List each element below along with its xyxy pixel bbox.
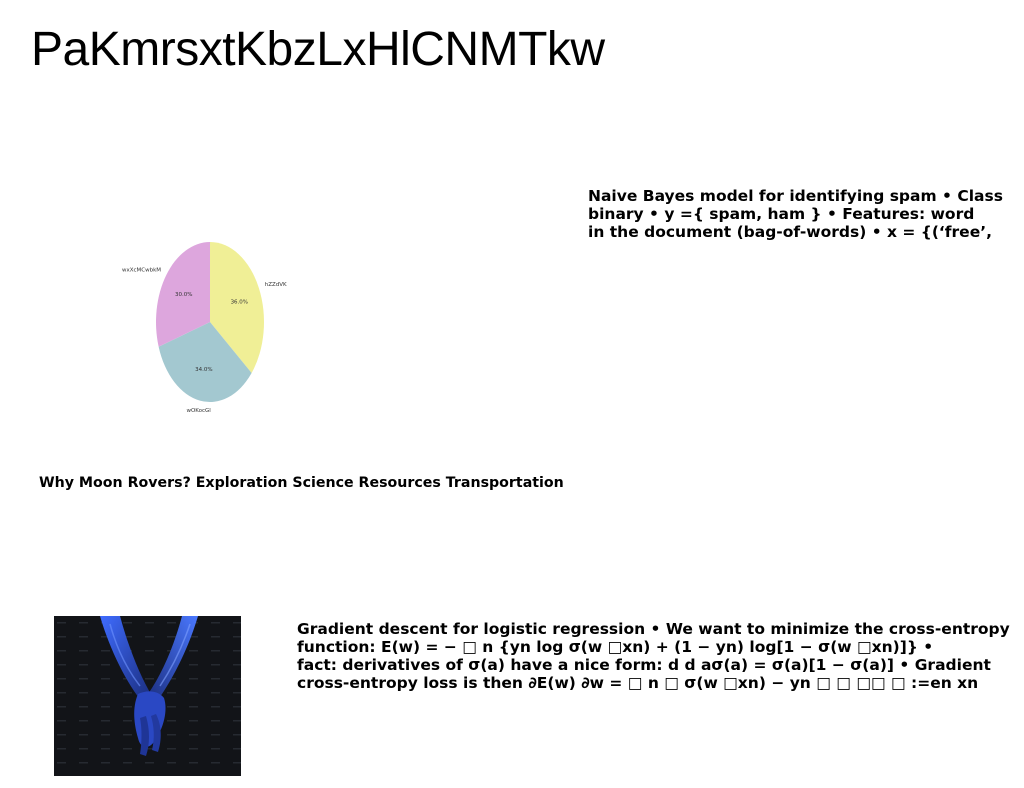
- page-title: PaKmrsxtKbzLxHlCNMTkw: [31, 23, 605, 76]
- pie-slice-hZZdVK: [210, 242, 264, 373]
- gradient-line: Gradient descent for logistic regression…: [297, 620, 1010, 638]
- pie-slice-wOKocGl: [158, 322, 252, 402]
- naive-bayes-line: Naive Bayes model for identifying spam •…: [588, 187, 1003, 205]
- pie-pct-label: 30.0%: [175, 292, 192, 298]
- gradient-line: fact: derivatives of σ(a) have a nice fo…: [297, 656, 991, 674]
- naive-bayes-line: binary • y ={ spam, ham } • Features: wo…: [588, 205, 975, 223]
- gradient-line: function: E(w) = − □ n {yn log σ(w □xn) …: [297, 638, 934, 656]
- gradient-descent-text: Gradient descent for logistic regression…: [297, 620, 1010, 692]
- pie-category-label: hZZdVK: [265, 282, 287, 288]
- pie-chart: 36.0% hZZdVK 34.0% wOKocGl 30.0% wxXcMCwbkM: [115, 232, 305, 417]
- pie-chart-svg: 36.0% hZZdVK 34.0% wOKocGl 30.0% wxXcMCwbkM: [122, 242, 287, 414]
- pie-pct-label: 34.0%: [195, 367, 212, 373]
- holding-hands-image: [54, 616, 241, 776]
- naive-bayes-line: in the document (bag-of-words) • x = {(‘…: [588, 223, 992, 241]
- moon-rovers-heading: Why Moon Rovers? Exploration Science Res…: [39, 475, 564, 491]
- gradient-line: cross-entropy loss is then ∂E(w) ∂w = □ …: [297, 674, 979, 692]
- pie-category-label: wxXcMCwbkM: [122, 267, 161, 273]
- naive-bayes-text: Naive Bayes model for identifying spam •…: [588, 187, 1003, 241]
- holding-hands-photo-icon: [54, 616, 241, 776]
- pie-category-label: wOKocGl: [186, 408, 211, 414]
- pie-slice-wxXcMCwbkM: [156, 242, 210, 347]
- pie-pct-label: 36.0%: [231, 300, 248, 306]
